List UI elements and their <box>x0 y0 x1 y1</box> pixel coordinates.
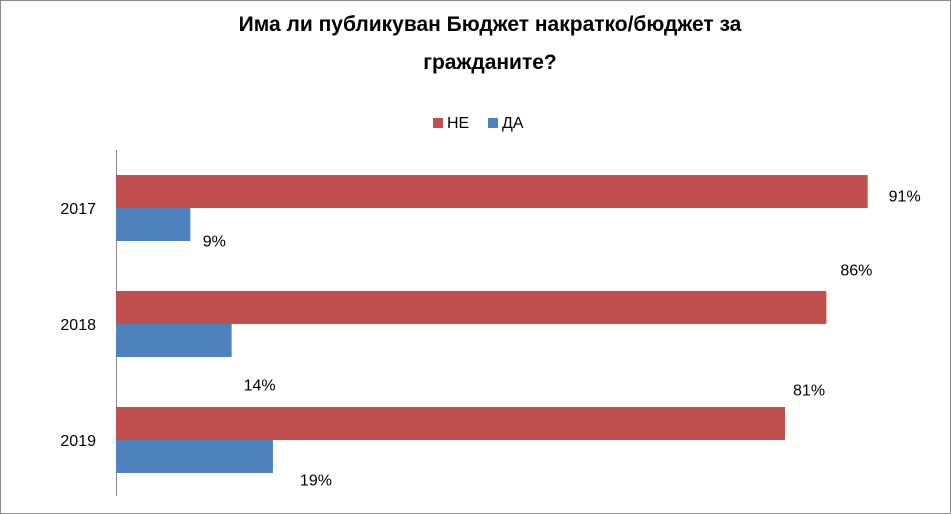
y-tick-label: 2017 <box>60 201 96 218</box>
chart-title: Има ли публикуван Бюджет накратко/бюджет… <box>238 13 742 74</box>
legend-swatch <box>433 118 443 128</box>
legend-label: ДА <box>502 115 524 132</box>
y-tick-label: 2018 <box>60 317 96 334</box>
data-label: 19% <box>300 473 332 490</box>
bar <box>116 208 191 241</box>
data-label: 9% <box>203 234 226 251</box>
data-label: 86% <box>840 263 872 280</box>
legend-swatch <box>488 118 498 128</box>
legend-label: НЕ <box>447 115 469 132</box>
bar <box>116 291 827 324</box>
data-label: 91% <box>889 189 921 206</box>
y-tick-label: 2019 <box>60 433 96 450</box>
bar <box>116 440 273 473</box>
data-label: 14% <box>244 378 276 395</box>
bar <box>116 407 786 440</box>
bar <box>116 175 868 208</box>
data-label: 81% <box>793 383 825 400</box>
bar <box>116 324 232 357</box>
